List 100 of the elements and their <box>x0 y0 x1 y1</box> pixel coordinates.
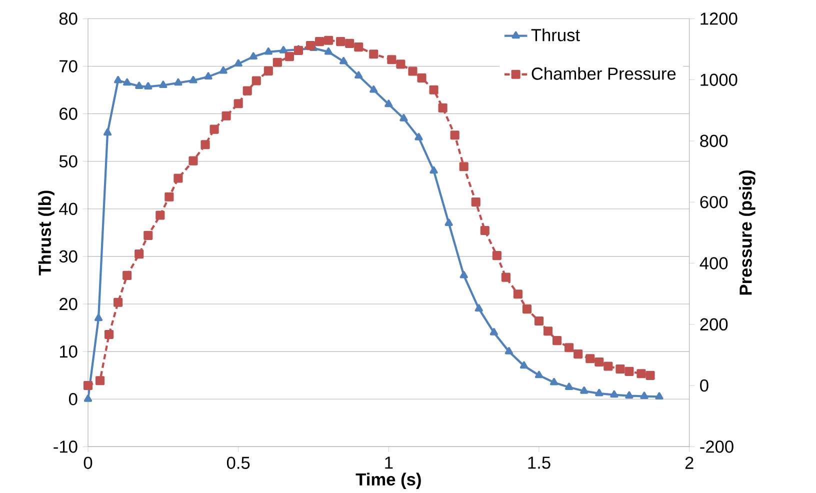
point <box>204 72 212 80</box>
point <box>616 364 625 374</box>
y-tick-label: 10 <box>60 345 78 358</box>
point <box>252 76 261 86</box>
point <box>370 85 378 93</box>
point <box>520 361 528 368</box>
y2-tick-label: 0 <box>700 379 708 392</box>
y2-tick-label: 1000 <box>700 73 738 86</box>
point <box>384 100 393 107</box>
point <box>306 40 316 50</box>
point <box>565 382 574 390</box>
point <box>460 270 468 278</box>
point <box>580 386 588 394</box>
point <box>345 38 354 48</box>
y-tick-label: 20 <box>60 298 78 310</box>
point <box>122 270 132 280</box>
point <box>354 42 364 52</box>
y-tick-label: -10 <box>54 440 78 453</box>
point <box>279 46 288 54</box>
y-tick-label: 80 <box>59 12 78 25</box>
point <box>504 346 514 354</box>
point <box>264 47 272 55</box>
point <box>492 250 502 260</box>
point <box>159 80 168 88</box>
point <box>552 336 562 345</box>
point <box>189 76 198 84</box>
x-tick-label: 0 <box>84 456 92 469</box>
point <box>188 156 198 166</box>
point <box>174 174 183 183</box>
point <box>400 114 408 122</box>
point <box>156 210 165 220</box>
legend-label: Chamber Pressure <box>532 66 676 80</box>
x-tick-label: 1.5 <box>528 456 550 469</box>
point <box>636 368 646 378</box>
point <box>408 66 418 76</box>
y2-tick-label: 800 <box>700 134 728 147</box>
y-tick-label: 30 <box>59 250 78 262</box>
point <box>640 392 648 399</box>
point <box>444 218 453 226</box>
x-tick-label: 2 <box>685 456 694 469</box>
y-tick-label: 50 <box>59 154 78 168</box>
point <box>543 326 553 336</box>
point <box>114 298 123 307</box>
point <box>284 52 294 61</box>
point <box>604 362 613 371</box>
y2-tick-label: 200 <box>700 318 728 330</box>
point <box>354 70 363 78</box>
y2-axis-title: Pressure (psig) <box>739 170 756 294</box>
point <box>480 226 490 235</box>
point <box>624 366 634 376</box>
y-tick-label: 0 <box>68 392 78 406</box>
point <box>234 98 243 108</box>
point <box>144 230 153 240</box>
x-tick-label: 0.5 <box>226 456 250 469</box>
point <box>574 349 583 358</box>
point <box>83 380 93 390</box>
y-axis-title: Thrust (lb) <box>38 190 54 276</box>
y-tick-label: 60 <box>60 107 78 120</box>
point <box>387 54 396 64</box>
point <box>219 66 228 74</box>
point <box>340 56 348 64</box>
point <box>471 197 480 206</box>
point <box>164 192 174 202</box>
point <box>249 52 258 60</box>
point <box>210 124 219 134</box>
point <box>594 357 604 366</box>
point <box>272 58 282 67</box>
point <box>396 59 406 69</box>
y-tick-label: 40 <box>59 202 78 215</box>
point <box>200 140 210 149</box>
point <box>513 289 522 298</box>
point <box>324 36 334 45</box>
y2-tick-label: 400 <box>700 256 728 270</box>
point <box>586 354 595 363</box>
point <box>222 111 231 120</box>
point <box>550 378 558 386</box>
point <box>174 78 182 86</box>
point <box>324 47 333 55</box>
point <box>646 370 655 380</box>
y2-tick-label: -200 <box>700 440 734 453</box>
x-tick-label: 1 <box>385 456 393 468</box>
point <box>564 342 574 352</box>
point <box>459 162 468 171</box>
point <box>450 130 460 140</box>
point <box>429 85 438 94</box>
point <box>314 36 324 46</box>
point <box>610 390 618 398</box>
point <box>135 81 144 89</box>
point <box>522 304 532 314</box>
point <box>104 330 114 339</box>
point <box>103 128 112 136</box>
y2-tick-label: 1200 <box>700 12 738 25</box>
point <box>414 132 423 140</box>
point <box>134 249 144 258</box>
point <box>490 328 498 336</box>
point <box>94 314 103 321</box>
y-tick-label: 70 <box>60 60 78 72</box>
point <box>430 166 438 174</box>
point <box>595 388 604 396</box>
point <box>264 66 273 76</box>
